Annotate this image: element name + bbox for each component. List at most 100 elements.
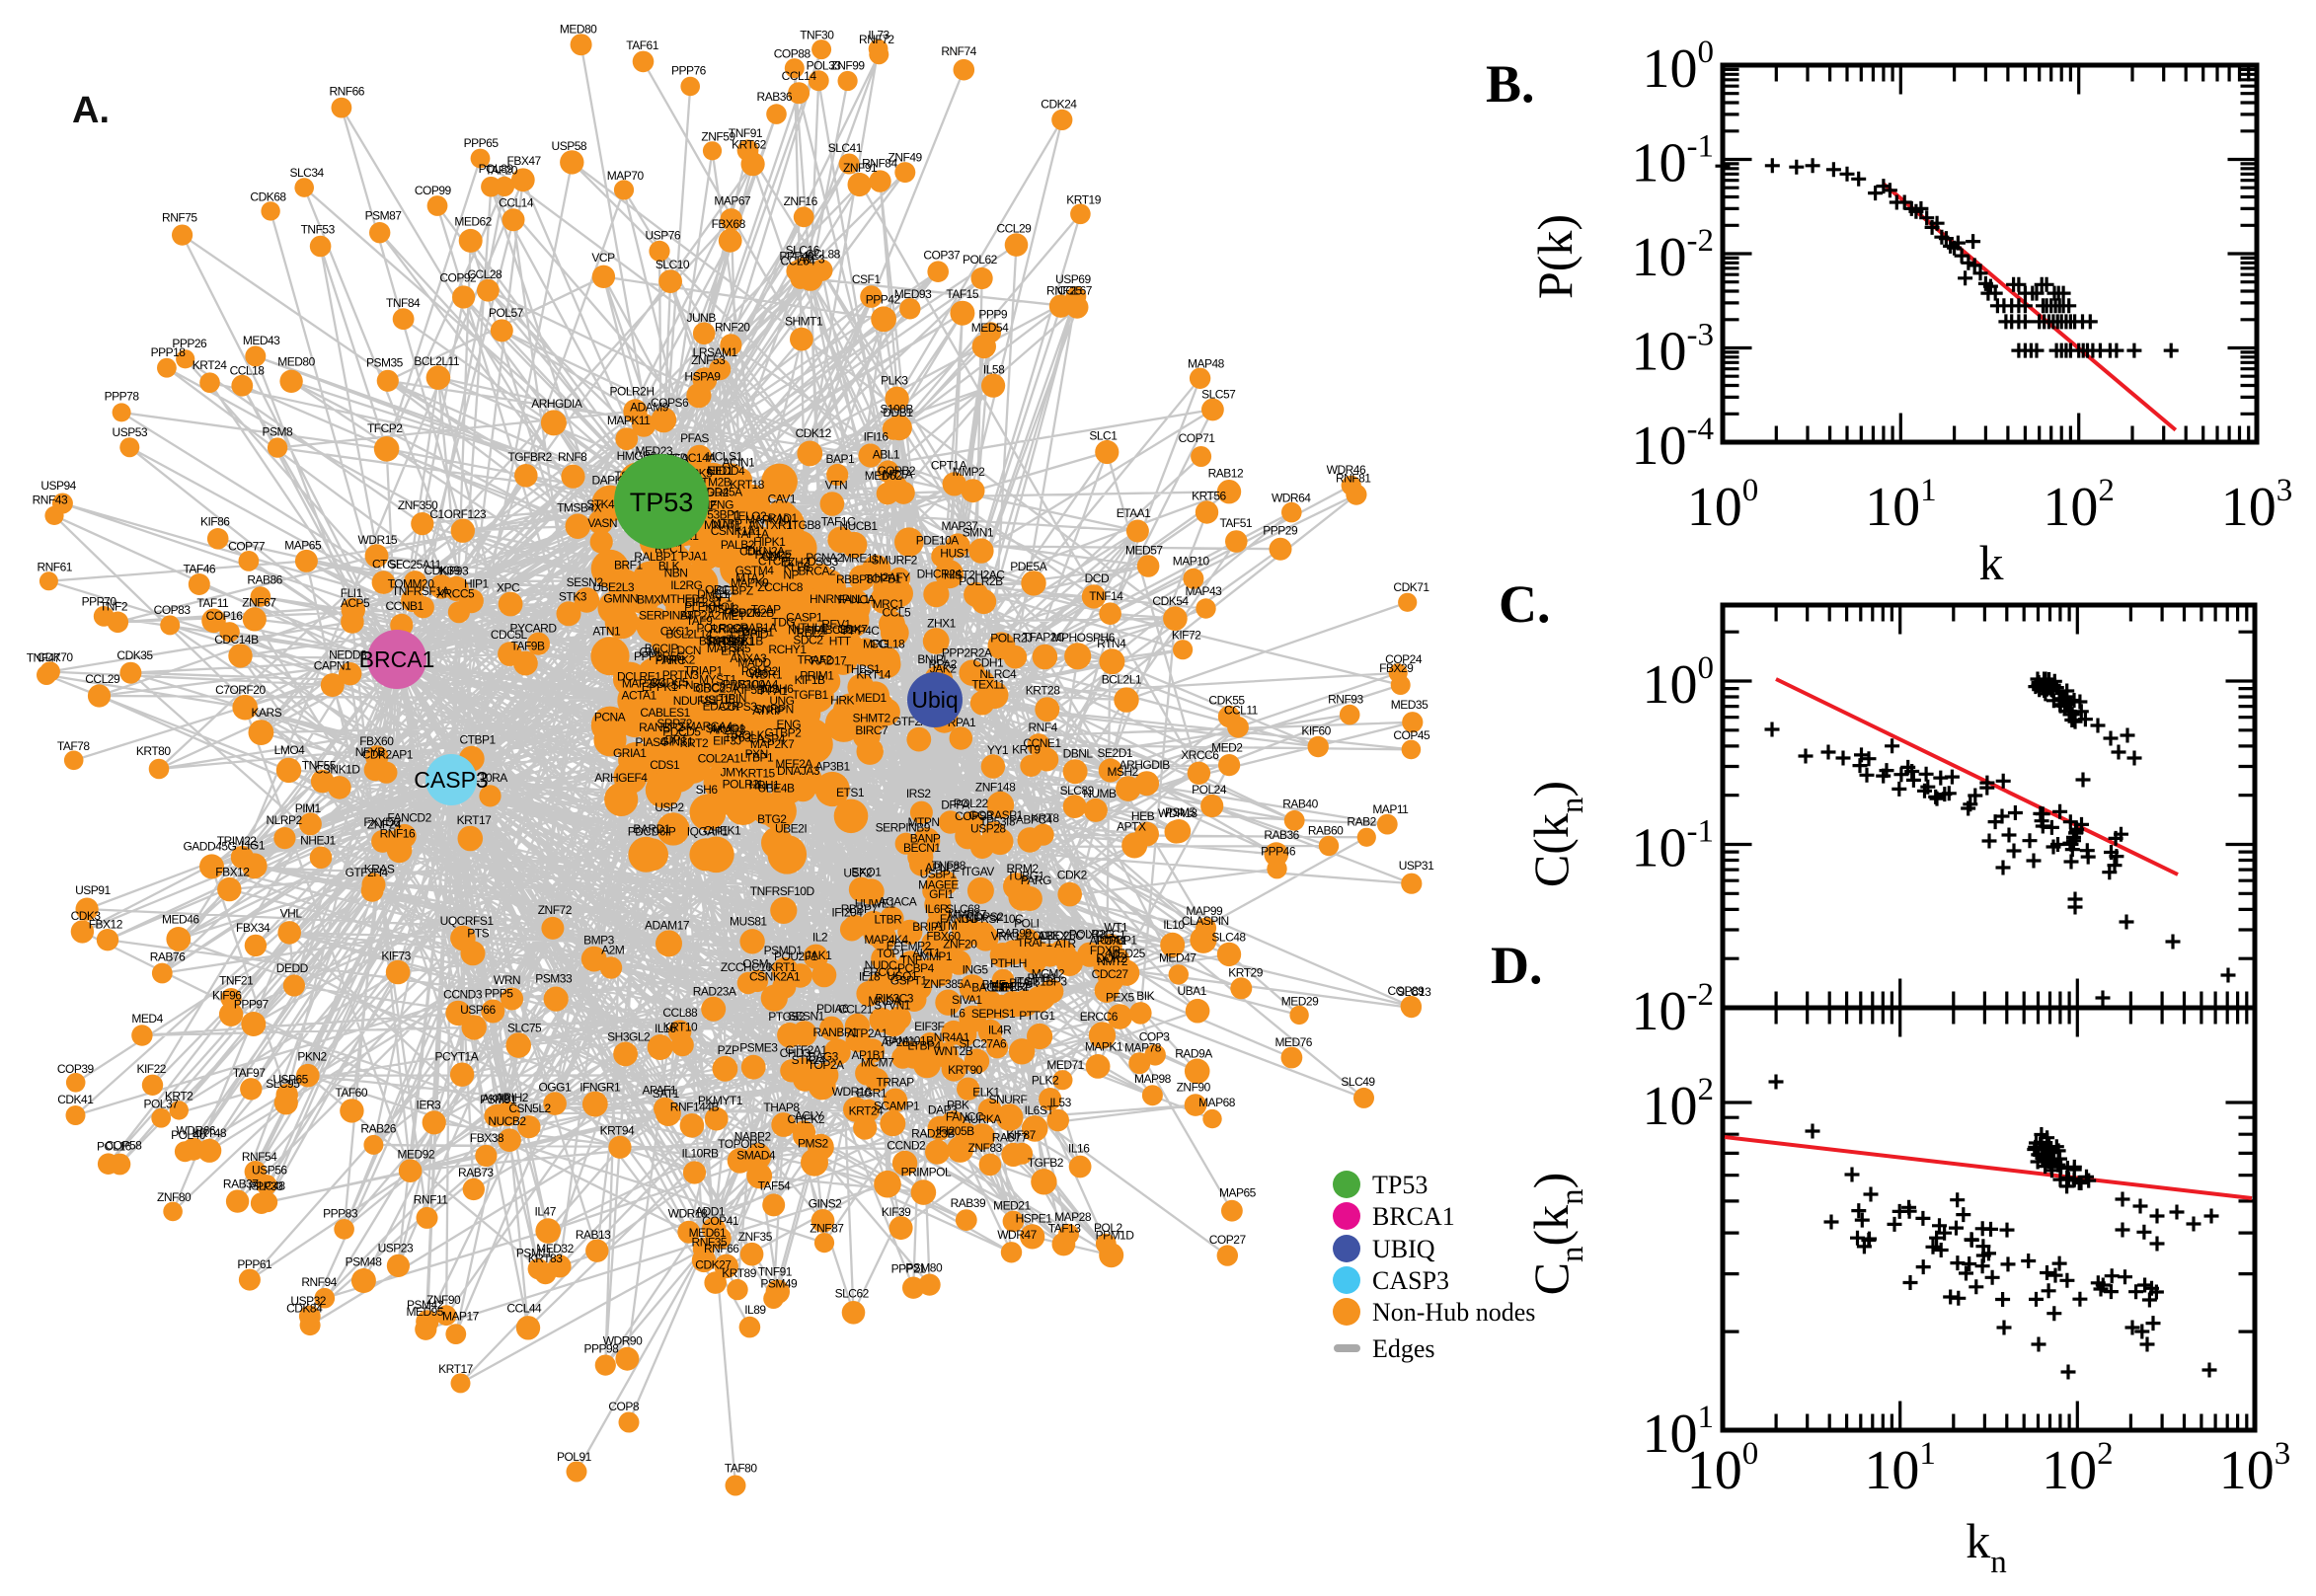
svg-text:MAPK9: MAPK9 xyxy=(731,576,769,590)
svg-text:PLK2: PLK2 xyxy=(1032,1074,1059,1088)
svg-text:MMP1: MMP1 xyxy=(919,950,952,963)
svg-text:ZHX1: ZHX1 xyxy=(927,616,957,630)
svg-text:MAP28: MAP28 xyxy=(1054,1210,1092,1224)
svg-text:ETAA1: ETAA1 xyxy=(1117,506,1151,520)
svg-text:IL10RA: IL10RA xyxy=(471,771,508,785)
svg-text:MTBP: MTBP xyxy=(711,516,742,530)
svg-text:MED21: MED21 xyxy=(993,1198,1031,1212)
svg-text:PPP70: PPP70 xyxy=(82,595,117,609)
svg-text:EXO1: EXO1 xyxy=(851,866,882,879)
svg-text:BNIPL: BNIPL xyxy=(917,652,950,666)
svg-text:BIK: BIK xyxy=(1136,989,1154,1003)
svg-text:MAP43: MAP43 xyxy=(1185,584,1222,598)
svg-text:MAPK11: MAPK11 xyxy=(607,414,651,427)
svg-text:RCHY1: RCHY1 xyxy=(768,643,807,656)
svg-text:BRCA2: BRCA2 xyxy=(799,565,836,578)
svg-text:SLC68: SLC68 xyxy=(946,902,980,916)
svg-text:CTGF: CTGF xyxy=(372,558,403,571)
svg-text:CCL14: CCL14 xyxy=(499,196,534,210)
svg-text:POL2: POL2 xyxy=(1094,1221,1123,1235)
svg-text:NLRP2: NLRP2 xyxy=(267,813,303,827)
svg-text:CSNK2A1: CSNK2A1 xyxy=(749,970,801,984)
svg-text:PPP49: PPP49 xyxy=(779,249,814,263)
svg-text:WDR64: WDR64 xyxy=(1272,492,1311,505)
svg-text:RNF35: RNF35 xyxy=(692,1235,728,1249)
svg-text:RAD9A: RAD9A xyxy=(1175,1046,1212,1060)
svg-text:POLR2L: POLR2L xyxy=(723,778,766,792)
svg-text:RAB39: RAB39 xyxy=(951,1196,986,1210)
svg-text:PDE5A: PDE5A xyxy=(1010,560,1046,573)
svg-text:MAP99: MAP99 xyxy=(1186,904,1223,918)
svg-text:USP31: USP31 xyxy=(1399,859,1434,873)
svg-text:RAB36: RAB36 xyxy=(757,90,793,104)
svg-text:COP58: COP58 xyxy=(105,1139,142,1153)
svg-text:PPP76: PPP76 xyxy=(671,63,707,77)
svg-text:KRT19: KRT19 xyxy=(1066,192,1101,206)
svg-text:DCN: DCN xyxy=(677,644,702,657)
svg-text:MED4: MED4 xyxy=(131,1012,163,1026)
svg-text:TAF1C: TAF1C xyxy=(821,515,856,529)
svg-text:VASN: VASN xyxy=(587,516,617,530)
svg-text:PJA1: PJA1 xyxy=(681,550,709,564)
svg-text:PEX5: PEX5 xyxy=(1106,991,1135,1005)
svg-text:Non-Hub nodes: Non-Hub nodes xyxy=(1372,1298,1535,1327)
svg-text:SNURF: SNURF xyxy=(988,1093,1027,1106)
svg-text:RNF54: RNF54 xyxy=(242,1150,277,1164)
svg-text:USP28: USP28 xyxy=(970,822,1006,836)
svg-text:ITGAV: ITGAV xyxy=(962,865,994,878)
svg-text:BRIP1: BRIP1 xyxy=(912,920,945,934)
svg-text:ZNF91: ZNF91 xyxy=(843,161,878,175)
svg-text:SYVN1: SYVN1 xyxy=(874,999,911,1013)
svg-text:RNF93: RNF93 xyxy=(1328,693,1363,707)
svg-text:FBX29: FBX29 xyxy=(1379,661,1414,675)
svg-text:MEF2A: MEF2A xyxy=(775,757,812,771)
svg-text:ZNF49: ZNF49 xyxy=(888,151,923,165)
svg-text:RAB36: RAB36 xyxy=(1264,828,1299,842)
svg-text:MED29: MED29 xyxy=(1281,994,1319,1008)
svg-text:USBP1: USBP1 xyxy=(920,868,958,881)
svg-text:NDUFS1: NDUFS1 xyxy=(673,694,719,708)
svg-text:ATR: ATR xyxy=(1054,937,1076,950)
svg-text:COP77: COP77 xyxy=(228,539,266,553)
svg-text:CDC27: CDC27 xyxy=(1092,967,1129,981)
svg-text:IL6: IL6 xyxy=(950,1006,965,1020)
svg-text:FBX60: FBX60 xyxy=(359,734,394,748)
svg-text:LTBP1: LTBP1 xyxy=(740,751,774,765)
svg-text:BARD1: BARD1 xyxy=(633,822,670,836)
svg-text:MED61: MED61 xyxy=(689,1226,727,1240)
svg-text:POLR2H: POLR2H xyxy=(609,384,654,398)
svg-text:COP92: COP92 xyxy=(439,271,477,285)
svg-text:DCLRE1: DCLRE1 xyxy=(617,669,661,683)
svg-text:YY1: YY1 xyxy=(987,743,1009,757)
svg-text:D.: D. xyxy=(1491,936,1543,995)
svg-text:PPP98: PPP98 xyxy=(583,1341,619,1355)
svg-text:H2AFY: H2AFY xyxy=(875,570,911,584)
svg-text:GTF2H4: GTF2H4 xyxy=(346,866,389,879)
svg-text:MAP37: MAP37 xyxy=(941,519,978,533)
svg-text:UBE4B: UBE4B xyxy=(758,781,795,795)
svg-text:RNF11: RNF11 xyxy=(414,1193,448,1207)
svg-text:STK3: STK3 xyxy=(559,590,587,604)
svg-text:PSMD1: PSMD1 xyxy=(764,944,804,957)
svg-text:HIP1: HIP1 xyxy=(464,576,490,590)
svg-text:MET: MET xyxy=(722,609,746,623)
svg-text:PARG: PARG xyxy=(1021,874,1051,887)
svg-text:CASP4: CASP4 xyxy=(748,731,786,745)
svg-text:ZNF53: ZNF53 xyxy=(691,353,726,367)
svg-text:CCNB1: CCNB1 xyxy=(386,599,425,613)
svg-text:TP53: TP53 xyxy=(630,488,694,517)
svg-text:MAGEE: MAGEE xyxy=(918,877,959,891)
svg-text:IL4R: IL4R xyxy=(988,1024,1012,1037)
svg-text:PPP29: PPP29 xyxy=(1263,523,1298,537)
svg-text:UBE2I: UBE2I xyxy=(775,821,807,835)
svg-text:CCL21: CCL21 xyxy=(838,1003,874,1017)
svg-text:TOMM20: TOMM20 xyxy=(388,576,435,590)
svg-text:AP1B1: AP1B1 xyxy=(851,1048,887,1062)
svg-text:CCL3: CCL3 xyxy=(1025,929,1054,943)
svg-text:RPP30: RPP30 xyxy=(708,636,743,649)
svg-text:CDK27: CDK27 xyxy=(695,1257,732,1271)
svg-text:IL16: IL16 xyxy=(1068,1142,1090,1156)
svg-text:TAF51: TAF51 xyxy=(1219,516,1252,530)
svg-text:MED54: MED54 xyxy=(971,321,1009,335)
svg-text:TNF14: TNF14 xyxy=(1089,589,1123,603)
